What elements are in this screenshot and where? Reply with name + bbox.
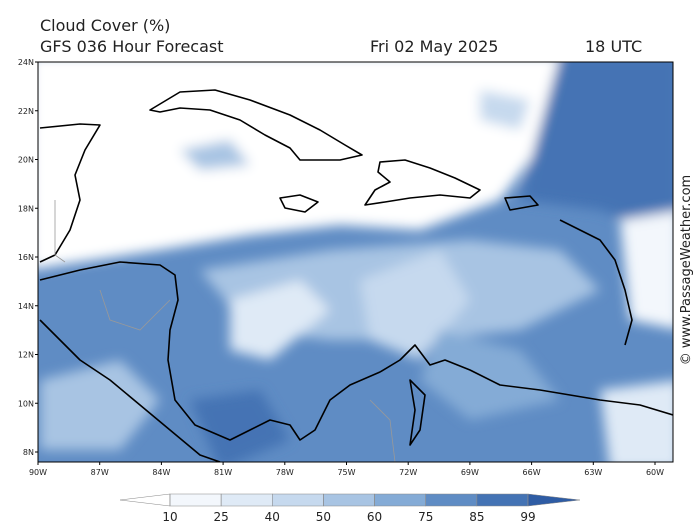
coastlines — [39, 89, 673, 462]
colorbar-label: 50 — [316, 510, 331, 524]
colorbar-segment — [220, 493, 273, 507]
borders — [54, 200, 396, 462]
lat-label: 8N — [23, 448, 34, 457]
lon-label: 78W — [276, 468, 294, 477]
colorbar-label: 60 — [367, 510, 382, 524]
lat-label: 18N — [18, 204, 34, 213]
date: Fri 02 May 2025 — [370, 37, 498, 56]
lon-label: 81W — [214, 468, 232, 477]
lon-label: 69W — [461, 468, 479, 477]
model: GFS 036 Hour Forecast — [40, 37, 224, 56]
lat-label: 12N — [18, 351, 34, 360]
colorbar-label: 85 — [469, 510, 484, 524]
lat-label: 14N — [18, 302, 34, 311]
lon-label: 60W — [646, 468, 664, 477]
lat-label: 20N — [18, 156, 34, 165]
colorbar-low — [119, 493, 171, 507]
lon-label: 90W — [29, 468, 47, 477]
lon-label: 66W — [523, 468, 541, 477]
colorbar-segment — [169, 493, 222, 507]
lon-label: 87W — [91, 468, 109, 477]
lon-label: 63W — [584, 468, 602, 477]
lon-label: 75W — [337, 468, 355, 477]
cloud-shading — [38, 62, 673, 462]
colorbar-label: 10 — [162, 510, 177, 524]
lon-label: 84W — [152, 468, 170, 477]
lon-label: 72W — [399, 468, 417, 477]
colorbar-high — [527, 493, 581, 507]
lat-label: 24N — [18, 58, 34, 67]
map-frame — [37, 61, 674, 463]
colorbar-segment — [272, 493, 324, 507]
colorbar-segment — [476, 493, 529, 507]
lat-label: 10N — [18, 399, 34, 408]
colorbar-segment — [374, 493, 426, 507]
watermark: © www.PassageWeather.com — [679, 175, 694, 365]
lat-label: 22N — [18, 107, 34, 116]
colorbar-segment — [323, 493, 375, 507]
lat-label: 16N — [18, 253, 34, 262]
time: 18 UTC — [585, 37, 642, 56]
colorbar-label: 99 — [520, 510, 535, 524]
colorbar-label: 75 — [418, 510, 433, 524]
title: Cloud Cover (%) — [40, 16, 170, 35]
colorbar-label: 25 — [214, 510, 229, 524]
colorbar-segment — [425, 493, 478, 507]
map — [38, 62, 673, 462]
colorbar-label: 40 — [265, 510, 280, 524]
